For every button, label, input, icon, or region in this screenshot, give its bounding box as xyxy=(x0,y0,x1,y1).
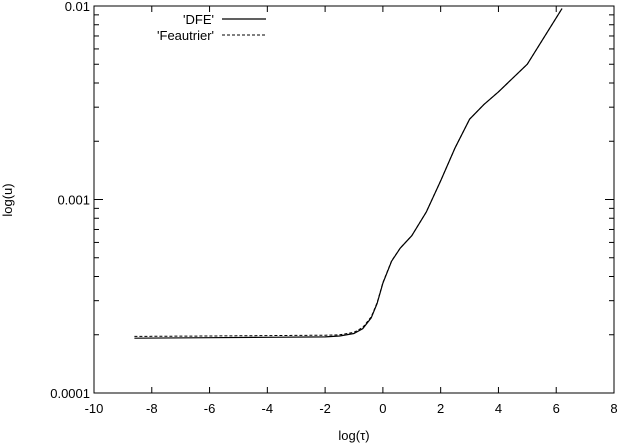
x-tick-label: 8 xyxy=(610,401,617,416)
x-tick-label: -6 xyxy=(204,401,216,416)
legend: 'DFE' 'Feautrier' xyxy=(157,12,266,43)
legend-label-dfe: 'DFE' xyxy=(183,12,214,27)
y-tick-label: 0.0001 xyxy=(50,386,90,401)
x-tick-label: -10 xyxy=(85,401,104,416)
x-tick-label: -4 xyxy=(262,401,274,416)
y-axis-label: log(u) xyxy=(0,183,15,216)
y-tick-label: 0.001 xyxy=(57,193,90,208)
x-tick-label: -2 xyxy=(319,401,331,416)
series-line-feautrier xyxy=(134,8,563,337)
ticks xyxy=(93,5,615,394)
x-tick-label: 6 xyxy=(553,401,560,416)
x-axis-label: log(τ) xyxy=(338,428,369,443)
legend-label-feautrier: 'Feautrier' xyxy=(157,28,214,43)
series-line-dfe xyxy=(134,8,563,339)
plot-frame xyxy=(93,5,615,394)
tick-labels: -10 -8 -6 -4 -2 0 2 4 6 8 0.0001 0.001 0.01 xyxy=(50,0,617,416)
series-lines xyxy=(134,8,563,339)
x-tick-label: 0 xyxy=(379,401,386,416)
y-tick-label: 0.01 xyxy=(65,0,90,14)
x-tick-label: -8 xyxy=(146,401,158,416)
x-tick-label: 4 xyxy=(495,401,502,416)
x-tick-label: 2 xyxy=(437,401,444,416)
